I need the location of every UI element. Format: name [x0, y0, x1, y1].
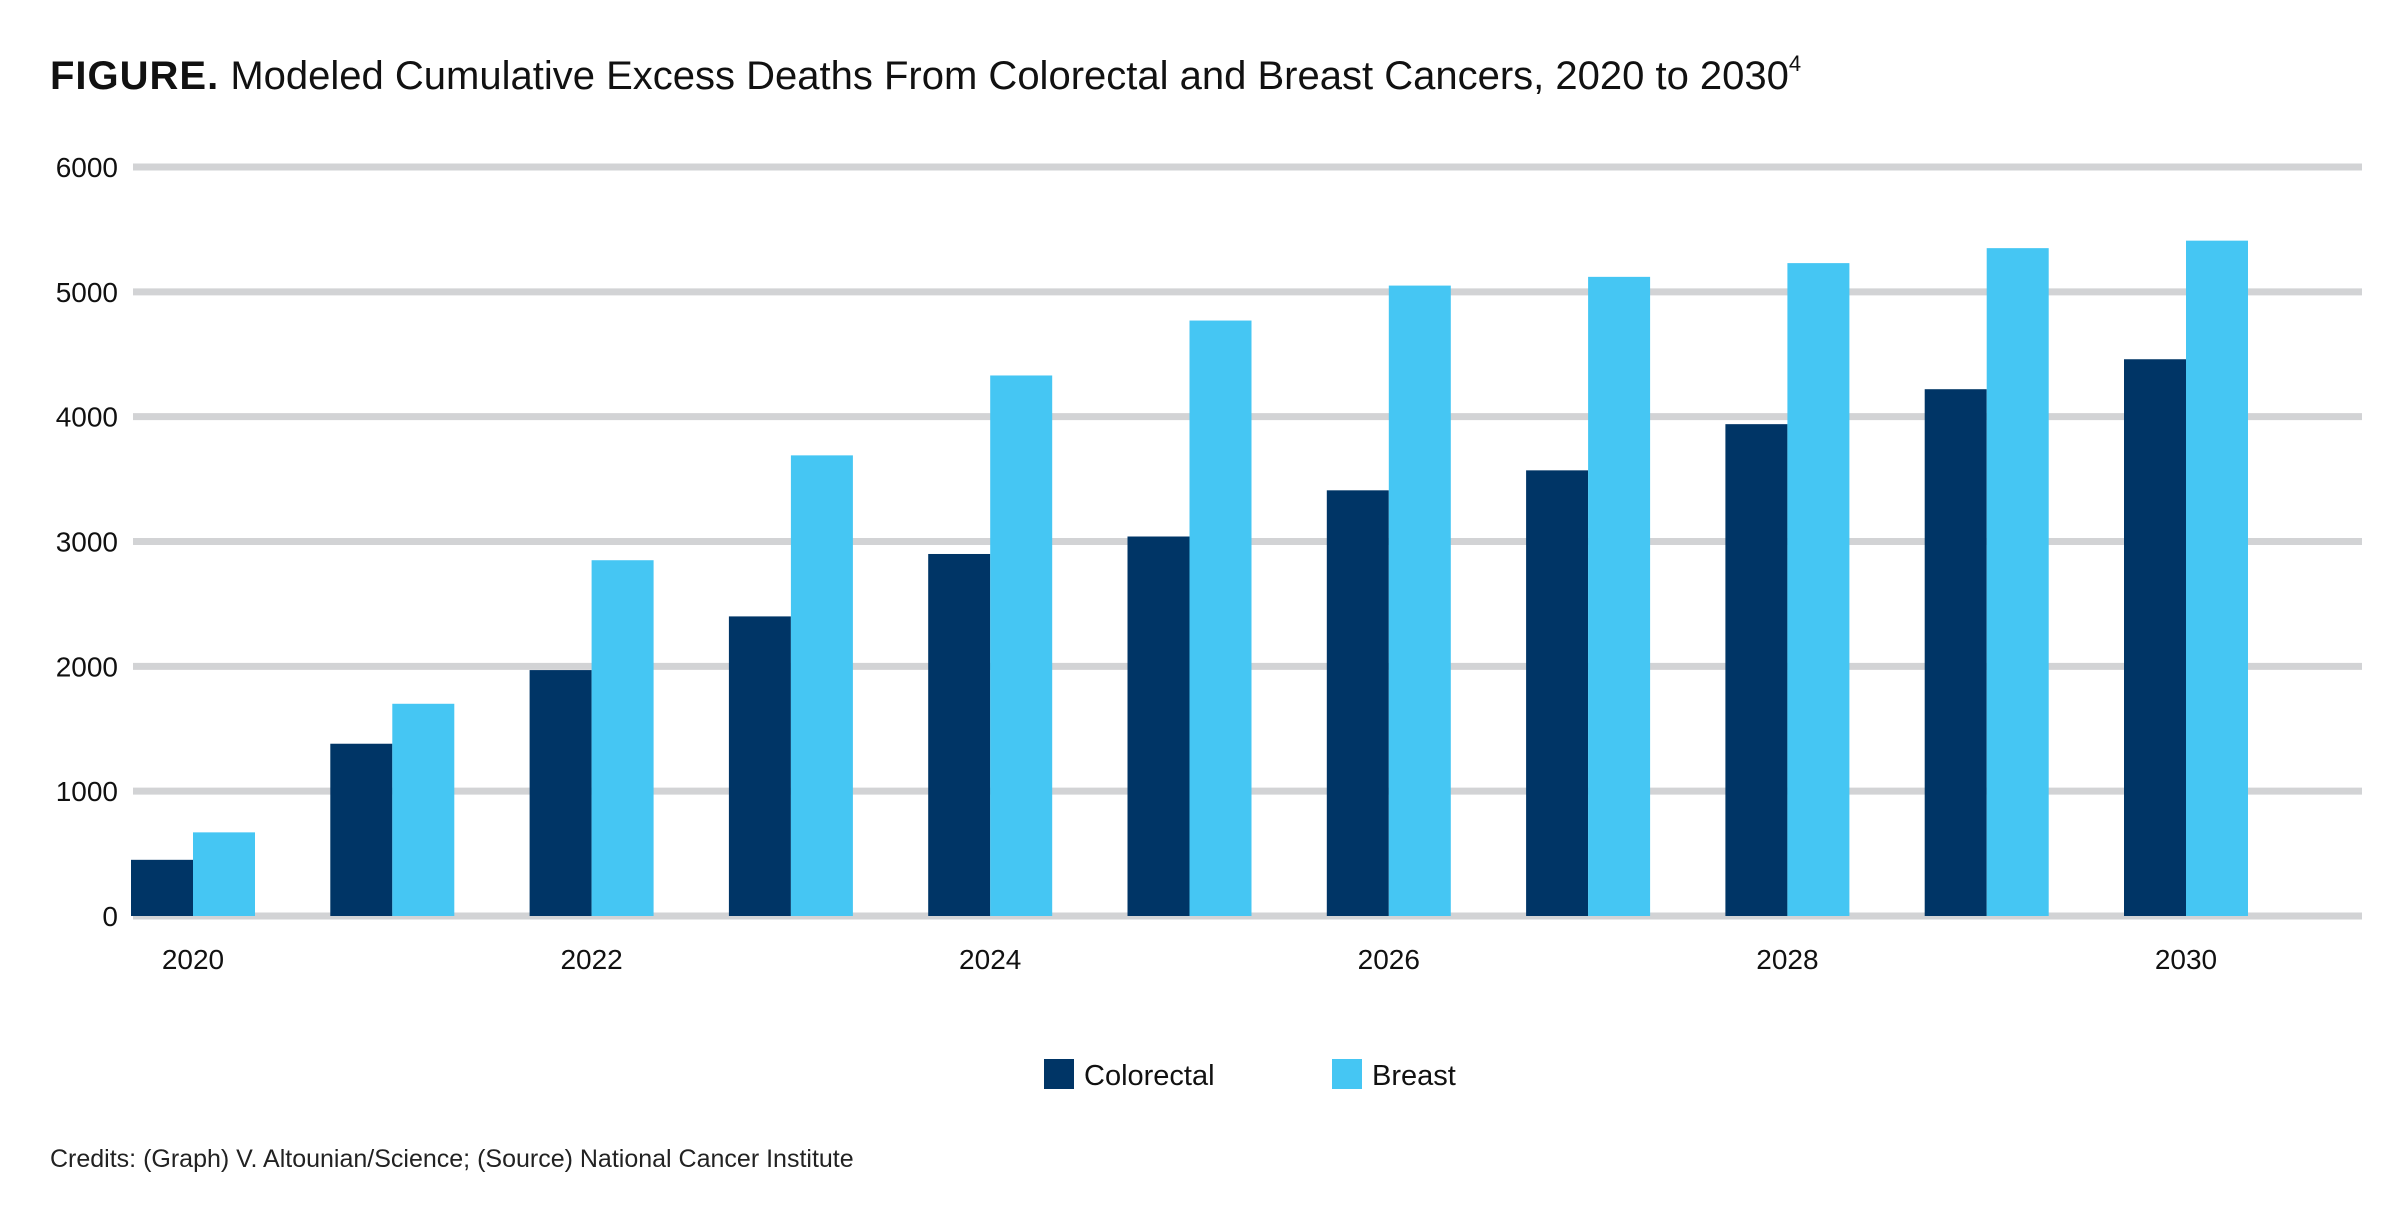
- bar-breast-2027: [1588, 276, 1651, 916]
- bar-colorectal-2027: [1526, 470, 1589, 916]
- chart-title: FIGURE. Modeled Cumulative Excess Deaths…: [50, 52, 1801, 100]
- bar-colorectal-2026: [1326, 490, 1389, 916]
- y-tick-label: 3000: [56, 527, 118, 558]
- bar-layer: [131, 240, 2248, 916]
- bar-colorectal-2024: [928, 553, 991, 916]
- x-tick-label: 2030: [2155, 944, 2217, 975]
- bar-breast-2020: [193, 832, 255, 916]
- credits: Credits: (Graph) V. Altounian/Science; (…: [50, 1145, 854, 1173]
- legend-swatch-colorectal: [1044, 1059, 1074, 1089]
- x-tick-label: 2022: [560, 944, 622, 975]
- axis-layer: 0 1000 2000 3000 4000 5000 6000 2020 2022 2024 202…: [56, 152, 2217, 975]
- y-tick-label: 4000: [56, 402, 118, 433]
- y-tick-label: 1000: [56, 776, 118, 807]
- bar-colorectal-2023: [728, 616, 791, 916]
- bar-colorectal-2028: [1725, 424, 1788, 916]
- title-text: Modeled Cumulative Excess Deaths From Co…: [230, 54, 1789, 98]
- y-tick-label: 0: [102, 901, 118, 932]
- y-tick-label: 5000: [56, 277, 118, 308]
- title-superscript: 4: [1788, 51, 1802, 76]
- legend-label-colorectal: Colorectal: [1084, 1060, 1215, 1092]
- bar-colorectal-2029: [1924, 389, 1987, 916]
- y-tick-label: 6000: [56, 152, 118, 183]
- legend-swatch-breast: [1332, 1059, 1362, 1089]
- bar-breast-2026: [1388, 285, 1451, 916]
- x-tick-label: 2024: [959, 944, 1021, 975]
- x-tick-label: 2020: [162, 944, 224, 975]
- bar-colorectal-2025: [1127, 536, 1190, 916]
- bar-breast-2030: [2186, 240, 2248, 916]
- bar-breast-2021: [392, 703, 455, 916]
- bar-breast-2028: [1787, 263, 1850, 916]
- bar-colorectal-2020: [131, 859, 193, 916]
- bar-colorectal-2030: [2124, 359, 2186, 916]
- bar-breast-2022: [591, 560, 654, 916]
- bar-colorectal-2022: [529, 670, 592, 916]
- bar-breast-2023: [790, 455, 853, 916]
- bar-breast-2029: [1986, 248, 2049, 916]
- x-tick-label: 2028: [1756, 944, 1818, 975]
- y-tick-label: 2000: [56, 651, 118, 682]
- bar-breast-2025: [1189, 320, 1252, 916]
- bar-breast-2024: [990, 375, 1053, 916]
- title-lead: FIGURE.: [50, 54, 220, 98]
- legend: Colorectal Breast: [1044, 1059, 1456, 1092]
- x-tick-label: 2026: [1358, 944, 1420, 975]
- bar-colorectal-2021: [330, 743, 393, 916]
- legend-label-breast: Breast: [1372, 1060, 1456, 1092]
